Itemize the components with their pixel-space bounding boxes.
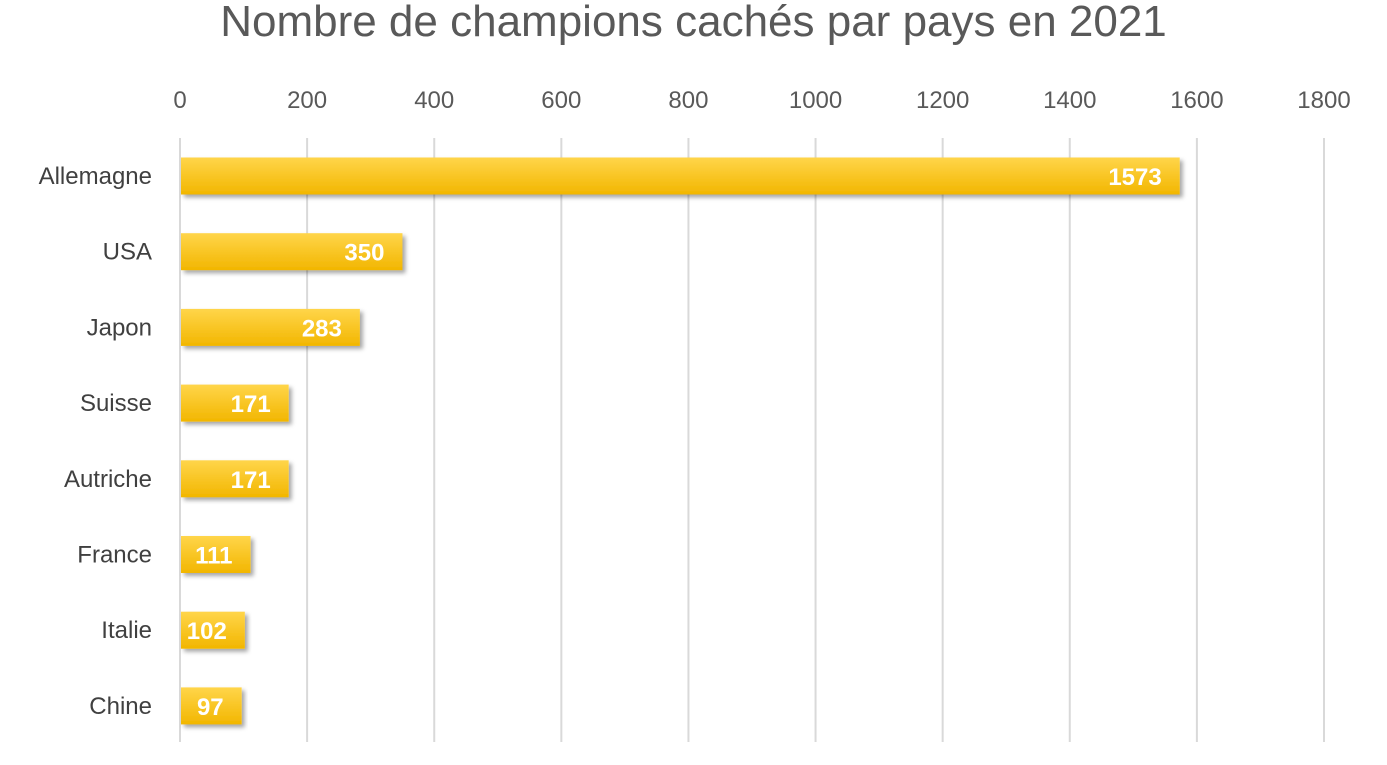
category-label: France bbox=[77, 542, 152, 569]
x-tick-label: 400 bbox=[414, 87, 454, 114]
x-tick-label: 600 bbox=[541, 87, 581, 114]
x-tick-label: 800 bbox=[668, 87, 708, 114]
category-labels: Allemagne USA Japon Suisse Autriche France Ita… bbox=[39, 163, 152, 720]
data-label: 97 bbox=[197, 694, 224, 721]
category-label: Autriche bbox=[64, 466, 152, 493]
data-label: 171 bbox=[231, 467, 271, 494]
bar-allemagne bbox=[181, 157, 1180, 195]
bar-japon bbox=[181, 308, 360, 346]
bar-suisse bbox=[181, 384, 289, 422]
x-tick-label: 200 bbox=[287, 87, 327, 114]
data-label: 111 bbox=[195, 543, 232, 570]
data-label: 283 bbox=[302, 315, 342, 342]
x-tick-label: 1400 bbox=[1043, 87, 1096, 114]
x-tick-label: 1000 bbox=[789, 87, 842, 114]
bars bbox=[181, 157, 1180, 725]
x-axis-tick-labels: 0 200 400 600 800 1000 1200 1400 1600 1800 bbox=[173, 87, 1350, 114]
x-tick-label: 1800 bbox=[1297, 87, 1350, 114]
data-label: 171 bbox=[231, 391, 271, 418]
data-labels: 1573 350 283 171 171 111 102 97 bbox=[187, 164, 1162, 721]
bar-france bbox=[181, 536, 251, 573]
bar-autriche bbox=[181, 460, 289, 498]
category-label: Chine bbox=[89, 693, 152, 720]
x-tick-label: 1200 bbox=[916, 87, 969, 114]
data-label: 102 bbox=[187, 618, 227, 645]
data-label: 350 bbox=[344, 240, 384, 267]
bar-italie bbox=[181, 611, 245, 649]
x-tick-label: 1600 bbox=[1170, 87, 1223, 114]
chart-title: Nombre de champions cachés par pays en 2… bbox=[220, 0, 1167, 46]
category-label: USA bbox=[103, 239, 152, 266]
data-label: 1573 bbox=[1108, 164, 1161, 191]
category-label: Italie bbox=[101, 617, 152, 644]
gridlines bbox=[179, 138, 1325, 742]
bar-chine bbox=[181, 687, 242, 725]
category-label: Suisse bbox=[80, 390, 152, 417]
category-label: Allemagne bbox=[39, 163, 152, 190]
category-label: Japon bbox=[87, 314, 152, 341]
bar-usa bbox=[181, 233, 403, 271]
x-tick-label: 0 bbox=[173, 87, 186, 114]
